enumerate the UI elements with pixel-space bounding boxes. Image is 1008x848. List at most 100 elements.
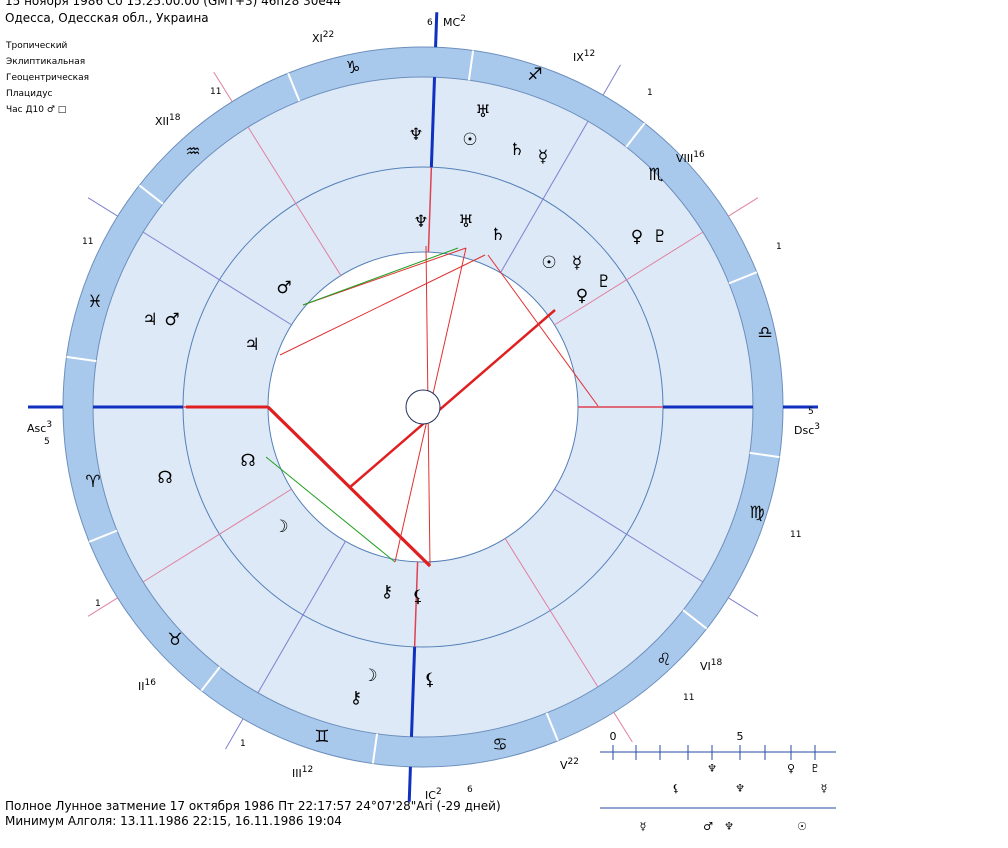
zodiac-sign: ♉ (167, 630, 182, 650)
house-cusp (87, 197, 118, 217)
zodiac-sign: ♒ (185, 142, 200, 162)
sign-divider (682, 609, 708, 630)
house-name: VIII (676, 152, 693, 165)
house-number: 11 (790, 530, 801, 540)
aspect-line (265, 456, 396, 563)
house-cusp (504, 538, 551, 611)
scale-glyph: ☉ (797, 820, 807, 833)
house-degree: 12 (584, 49, 595, 59)
zodiac-sign: ♓ (87, 292, 102, 312)
house-degree: 3 (46, 420, 52, 430)
zodiac-sign: ♋ (492, 735, 507, 755)
zodiac-sign: ♏ (648, 165, 663, 185)
house-cusp (554, 279, 627, 326)
inner-planet: ☊ (240, 451, 255, 471)
house-cusp (142, 231, 220, 281)
sign-divider (545, 712, 559, 742)
scale-glyph: ⚸ (672, 782, 680, 795)
inner-planet: ☉ (541, 253, 556, 273)
house-cusp (427, 167, 433, 253)
zodiac-sign: ♑ (345, 58, 360, 78)
house-name: II (138, 680, 145, 693)
house-cusp (549, 610, 599, 688)
inner-planet: ⚷ (381, 582, 393, 602)
house-label: XI22 (312, 30, 334, 45)
house-number: 1 (776, 242, 782, 252)
house-cusp (500, 198, 544, 274)
sign-divider (138, 184, 164, 205)
inner-planet: ♄ (490, 225, 505, 245)
scale-glyph: ♆ (724, 820, 734, 833)
scale-glyph: ♇ (810, 762, 820, 775)
sign-divider (287, 72, 301, 102)
setting: Час Д10 ♂ □ (6, 105, 66, 115)
house-number: 6 (467, 785, 473, 795)
house-degree: 22 (323, 30, 334, 40)
house-number: 1 (95, 599, 101, 609)
house-cusp (728, 597, 759, 617)
house-label: VIII16 (676, 150, 705, 165)
sign-divider (625, 122, 646, 148)
house-number: 1 (647, 88, 653, 98)
house-name: V (560, 759, 568, 772)
setting: Эклиптикальная (6, 57, 85, 67)
house-cusp (87, 597, 118, 617)
house-cusp (613, 712, 633, 743)
outer-planet: ☽ (362, 666, 377, 686)
outer-planet: ☉ (462, 130, 477, 150)
outer-planet: ⚷ (350, 688, 362, 708)
house-label: Asc3 (27, 420, 52, 435)
house-name: Dsc (794, 424, 814, 437)
setting: Плацидус (6, 89, 53, 99)
outer-planet: ♆ (408, 125, 423, 145)
house-number: 1 (240, 739, 246, 749)
house-label: XII18 (155, 113, 181, 128)
house-degree: 22 (568, 757, 579, 767)
house-degree: 18 (169, 113, 181, 123)
inner-planet: ♂ (276, 278, 291, 298)
sign-divider (728, 271, 758, 285)
outer-planet: ♂ (164, 310, 179, 330)
house-cusp (219, 488, 292, 535)
house-name: XII (155, 115, 169, 128)
inner-planet: ♇ (596, 272, 611, 292)
house-cusp (302, 540, 346, 616)
house-name: XI (312, 32, 323, 45)
zodiac-sign: ♐ (527, 65, 542, 85)
scale-glyph: ♆ (707, 762, 717, 775)
house-cusp (213, 71, 233, 102)
aspect-line (487, 254, 599, 407)
outer-planet: ♀ (631, 227, 643, 247)
house-cusp (542, 120, 589, 200)
house-cusp (407, 766, 412, 802)
house-label: IX12 (573, 49, 595, 64)
house-cusp (554, 488, 627, 535)
house-cusp (602, 64, 621, 96)
scale-tick-label: 0 (610, 730, 617, 743)
scale-tick-label: 5 (737, 730, 744, 743)
setting: Тропический (5, 41, 68, 51)
zodiac-sign: ♌ (656, 650, 671, 670)
aspect-line (302, 247, 459, 306)
header-line: Одесса, Одесская обл., Украина (5, 11, 209, 25)
house-degree: 16 (145, 678, 157, 688)
outer-planet: ♇ (652, 227, 667, 247)
house-cusp (257, 614, 304, 694)
sign-divider (467, 50, 475, 81)
house-name: Asc (27, 422, 46, 435)
scale-glyph: ☿ (821, 782, 828, 795)
house-cusp (626, 231, 704, 281)
house-cusp (728, 197, 759, 217)
house-degree: 2 (460, 14, 466, 24)
outer-planet: ♄ (509, 140, 524, 160)
inner-planet: ♃ (244, 335, 259, 355)
inner-planet: ♆ (413, 212, 428, 232)
inner-planet: ☿ (572, 253, 582, 273)
scale-glyph: ♆ (735, 782, 745, 795)
scale-glyph: ☿ (640, 820, 647, 833)
zodiac-sign: ♈ (85, 472, 100, 492)
house-degree: 18 (711, 658, 723, 668)
header-line: 15 ноября 1986 Сб 15:25:00.00 (GMT+3) 46… (5, 0, 341, 8)
